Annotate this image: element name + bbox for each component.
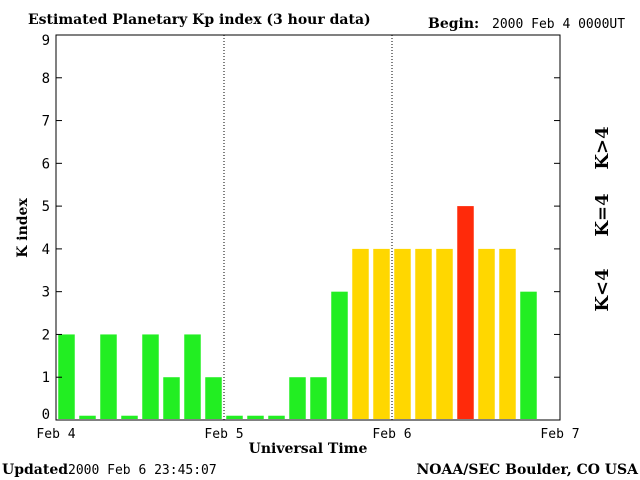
updated-value: 2000 Feb 6 23:45:07 bbox=[68, 463, 217, 478]
y-tick-label: 8 bbox=[42, 71, 50, 87]
legend-mid: K=4 bbox=[592, 193, 613, 236]
kp-bar bbox=[247, 415, 264, 419]
kp-bar bbox=[373, 248, 390, 419]
credit: NOAA/SEC Boulder, CO USA bbox=[417, 462, 640, 478]
x-axis: Feb 4 Feb 5 Feb 6 Feb 7 bbox=[36, 427, 579, 442]
kp-bar bbox=[331, 291, 348, 419]
y-tick-label: 2 bbox=[42, 327, 50, 343]
kp-bar bbox=[436, 248, 453, 419]
y-tick-label: 0 bbox=[42, 407, 50, 423]
kp-bar bbox=[478, 248, 495, 419]
begin-label: Begin: bbox=[428, 16, 479, 32]
legend: K<4 K=4 K>4 bbox=[592, 126, 613, 311]
kp-bar bbox=[268, 415, 285, 419]
chart-title: Estimated Planetary Kp index (3 hour dat… bbox=[28, 12, 371, 28]
plot-frame bbox=[55, 34, 561, 421]
kp-bar bbox=[499, 248, 516, 419]
y-tick-label: 1 bbox=[42, 370, 50, 386]
y-tick-label: 4 bbox=[42, 242, 50, 258]
x-tick-label: Feb 7 bbox=[540, 427, 579, 442]
y-tick-label: 6 bbox=[42, 156, 50, 172]
y-tick-label: 7 bbox=[42, 114, 50, 130]
kp-bar bbox=[457, 206, 474, 419]
updated-label: Updated bbox=[2, 462, 68, 478]
kp-bar bbox=[289, 377, 306, 419]
day-separators bbox=[223, 35, 393, 420]
x-tick-label: Feb 5 bbox=[204, 427, 243, 442]
kp-bar bbox=[184, 334, 201, 419]
y-axis-label: K index bbox=[15, 198, 31, 258]
kp-bar bbox=[394, 248, 411, 419]
kp-bar bbox=[415, 248, 432, 419]
kp-bar bbox=[226, 415, 243, 419]
kp-bar bbox=[163, 377, 180, 419]
x-axis-label: Universal Time bbox=[249, 441, 368, 457]
kp-bar bbox=[100, 334, 117, 419]
kp-bar bbox=[79, 415, 96, 419]
legend-high: K>4 bbox=[592, 126, 613, 169]
y-tick-label: 9 bbox=[42, 33, 50, 49]
y-tick-label: 5 bbox=[42, 199, 50, 215]
kp-bar bbox=[205, 377, 222, 419]
bars bbox=[58, 206, 537, 419]
begin-value: 2000 Feb 4 0000UT bbox=[492, 17, 625, 32]
legend-low: K<4 bbox=[592, 268, 613, 311]
x-tick-label: Feb 6 bbox=[372, 427, 411, 442]
y-tick-label: 3 bbox=[42, 285, 50, 301]
kp-bar bbox=[142, 334, 159, 419]
kp-bar bbox=[352, 248, 369, 419]
kp-bar bbox=[310, 377, 327, 419]
kp-bar bbox=[520, 291, 537, 419]
kp-bar bbox=[121, 415, 138, 419]
y-axis: 0 1 2 3 4 5 6 7 8 9 bbox=[42, 33, 560, 423]
x-tick-label: Feb 4 bbox=[36, 427, 75, 442]
kp-bar bbox=[58, 334, 75, 419]
